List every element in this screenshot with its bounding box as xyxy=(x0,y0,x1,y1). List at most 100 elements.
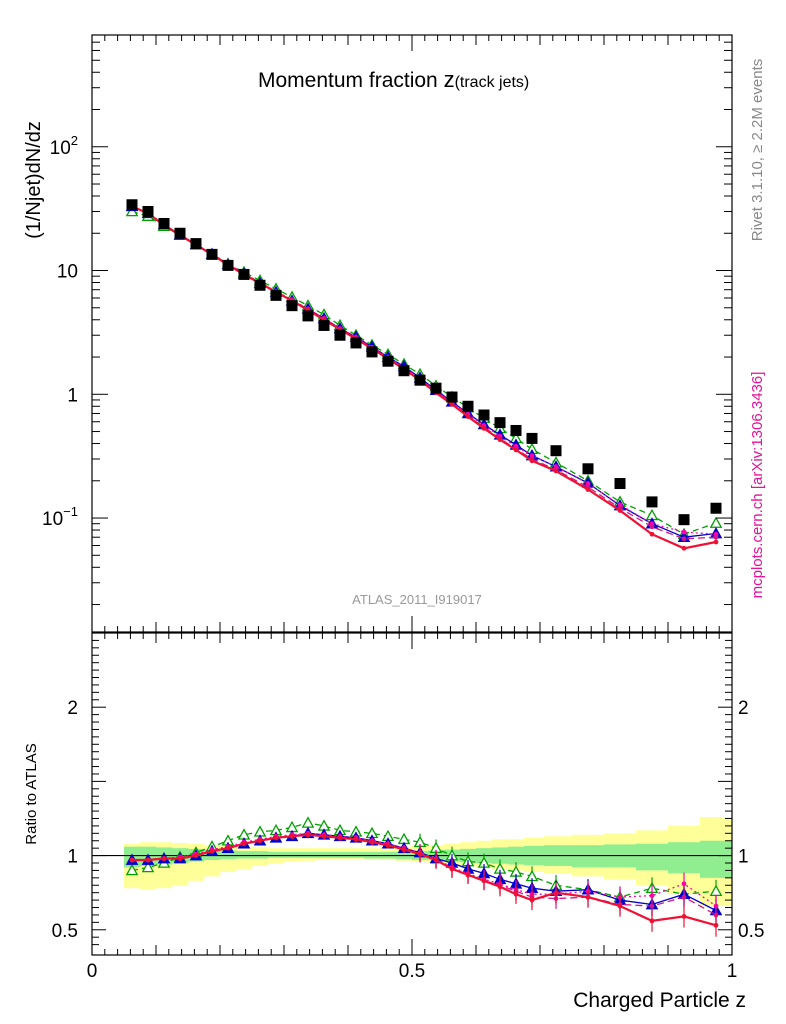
ratio-point xyxy=(289,833,295,839)
main-y-tick-label: 1 xyxy=(67,385,78,406)
main-y-tick-label: 102 xyxy=(50,133,78,159)
main-mc-point xyxy=(681,545,687,551)
ratio-band-inner xyxy=(316,851,333,858)
ratio-y-tick-label-left: 0.5 xyxy=(52,921,78,942)
main-mc-line xyxy=(131,205,717,540)
ratio-series-layer xyxy=(125,816,723,937)
ratio-band-inner xyxy=(700,840,732,878)
main-mc-point xyxy=(649,524,655,530)
ratio-point xyxy=(681,914,687,919)
ratio-band-inner xyxy=(636,843,669,871)
main-data-point xyxy=(238,268,250,280)
main-mc-point xyxy=(713,534,719,540)
analysis-name: ATLAS_2011_I919017 xyxy=(352,592,482,607)
ratio-point xyxy=(449,866,455,872)
main-y-tick-label: 10−1 xyxy=(42,504,78,530)
ratio-point xyxy=(417,851,423,857)
main-mc-point xyxy=(497,437,503,443)
ratio-point xyxy=(301,816,315,828)
ratio-panel: 0.5 0.51 12 2 0 0.5 1 Ratio to ATLAS Charged … xyxy=(23,632,764,1012)
ratio-band-inner xyxy=(668,842,701,874)
main-data-point xyxy=(142,205,154,217)
ratio-point xyxy=(257,838,263,844)
main-mc-point xyxy=(709,516,723,528)
ratio-point xyxy=(129,857,135,863)
ratio-y-tick-label-left: 1 xyxy=(67,847,78,868)
svg-text:Momentum fraction z(track jets: Momentum fraction z(track jets) xyxy=(258,67,529,92)
main-data-point xyxy=(334,329,346,341)
ratio-band-inner xyxy=(332,851,349,858)
main-mc-point xyxy=(529,453,535,458)
ratio-band-inner xyxy=(252,851,269,859)
main-data-point xyxy=(126,199,138,211)
ratio-point xyxy=(585,894,591,900)
rivet-label: Rivet 3.1.10, ≥ 2.2M events xyxy=(749,59,766,242)
ratio-band-inner xyxy=(284,851,301,858)
main-mc-point xyxy=(585,487,591,492)
ratio-y-axis-label: Ratio to ATLAS xyxy=(23,743,40,844)
ratio-frame xyxy=(91,632,733,956)
ratio-point xyxy=(617,903,623,909)
ratio-point xyxy=(481,878,487,884)
main-data-point xyxy=(254,279,266,291)
ratio-y-tick-label-right: 2 xyxy=(738,698,749,719)
ratio-point xyxy=(305,832,311,838)
x-tick-label: 0 xyxy=(87,961,98,982)
main-y-ticks: 10−1 1 10 102 xyxy=(42,34,732,606)
ratio-point xyxy=(513,891,519,897)
ratio-line xyxy=(132,832,717,907)
main-panel: 10−1 1 10 102 Momentum fraction z(track jet… xyxy=(23,34,766,633)
main-data-point xyxy=(398,365,410,377)
main-data-point xyxy=(614,478,626,490)
main-data-point xyxy=(302,310,314,322)
ratio-line xyxy=(131,822,717,898)
main-mc-point xyxy=(585,481,591,486)
ratio-point xyxy=(193,853,199,858)
x-tick-label: 0.5 xyxy=(399,961,425,982)
main-data-point xyxy=(190,238,202,250)
main-data-point xyxy=(462,400,474,412)
ratio-band-inner xyxy=(300,851,317,858)
ratio-y-tick-label-right: 1 xyxy=(738,847,749,868)
ratio-point xyxy=(465,872,471,878)
ratio-point xyxy=(553,890,559,896)
ratio-y-tick-label-left: 2 xyxy=(67,698,78,719)
main-data-point xyxy=(478,409,490,421)
ratio-point xyxy=(433,857,439,863)
main-data-point xyxy=(366,346,378,358)
main-mc-point xyxy=(553,468,559,474)
main-data-point xyxy=(350,337,362,349)
main-data-point xyxy=(510,424,522,436)
ratio-point xyxy=(713,922,719,928)
main-mc-point xyxy=(617,508,623,513)
ratio-point xyxy=(161,856,167,861)
x-axis-label: Charged Particle z xyxy=(573,989,746,1012)
main-data-point xyxy=(710,502,722,514)
ratio-point xyxy=(241,841,247,847)
main-mc-line xyxy=(131,205,717,535)
ratio-point xyxy=(177,856,183,861)
main-mc-point xyxy=(465,414,471,420)
ratio-point xyxy=(529,897,535,903)
ratio-point xyxy=(225,845,231,851)
main-data-point xyxy=(494,417,506,429)
ratio-point xyxy=(141,860,155,873)
ratio-band-inner xyxy=(572,845,605,868)
ratio-point xyxy=(401,847,407,853)
main-mc-point xyxy=(681,536,687,542)
ratio-point xyxy=(321,833,327,839)
ratio-band-inner xyxy=(220,850,237,860)
main-data-point xyxy=(446,391,458,403)
main-data-point xyxy=(678,514,690,526)
ratio-point xyxy=(353,836,359,842)
ratio-band-inner xyxy=(348,851,365,858)
main-title-sub: (track jets) xyxy=(455,74,530,91)
main-title: Momentum fraction xyxy=(258,69,438,92)
main-mc-line xyxy=(131,205,717,538)
main-data-point xyxy=(222,259,234,271)
main-series-layer xyxy=(125,199,723,551)
ratio-bands-layer xyxy=(124,817,732,907)
main-x-ticks xyxy=(91,35,733,632)
ratio-point xyxy=(273,835,279,841)
